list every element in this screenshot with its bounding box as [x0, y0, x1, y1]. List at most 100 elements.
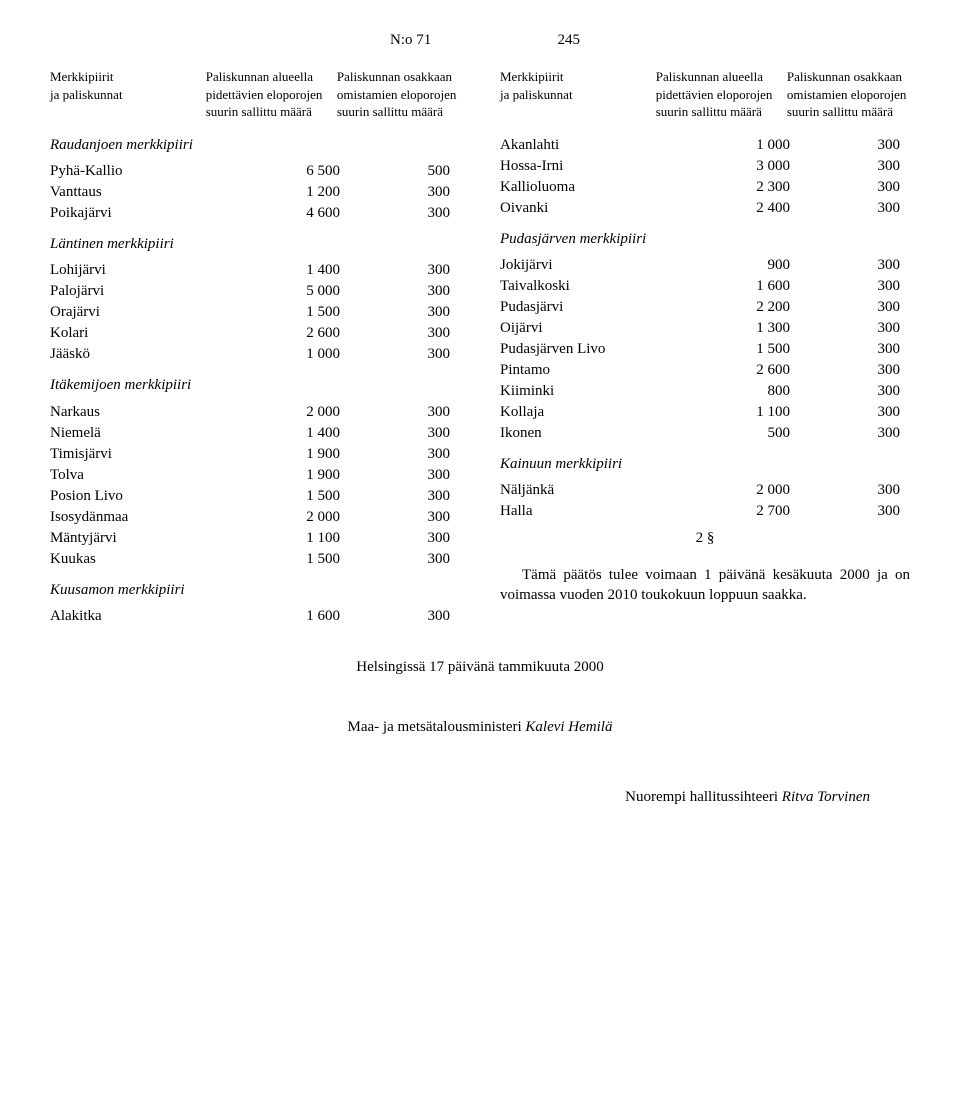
section-title: Itäkemijoen merkkipiiri: [50, 375, 460, 395]
row-name: Isosydänmaa: [50, 507, 280, 528]
row-value-b: 300: [820, 156, 910, 177]
row-value-b: 300: [370, 260, 460, 281]
row-value-b: 300: [370, 203, 460, 224]
table-row: Timisjärvi1 900300: [50, 444, 460, 465]
row-name: Kuukas: [50, 549, 280, 570]
colhead-3: Paliskunnan osakkaan omistamien eloporoj…: [337, 68, 460, 121]
table-row: Kollaja1 100300: [500, 402, 910, 423]
row-value-b: 300: [370, 423, 460, 444]
row-value-a: 2 400: [730, 198, 820, 219]
row-value-a: 3 000: [730, 156, 820, 177]
section-title: Kuusamon merkkipiiri: [50, 580, 460, 600]
row-value-b: 300: [820, 177, 910, 198]
row-value-b: 300: [370, 486, 460, 507]
row-value-b: 300: [820, 480, 910, 501]
table-row: Oivanki2 400300: [500, 198, 910, 219]
minister-name: Kalevi Hemilä: [525, 719, 612, 735]
row-value-b: 300: [370, 182, 460, 203]
table-row: Pudasjärvi2 200300: [500, 297, 910, 318]
row-value-b: 300: [370, 444, 460, 465]
row-value-a: 2 000: [280, 402, 370, 423]
row-value-a: 1 100: [730, 402, 820, 423]
secretary-signature: Nuorempi hallitussihteeri Ritva Torvinen: [50, 787, 910, 807]
row-name: Pudasjärvi: [500, 297, 730, 318]
table-row: Ikonen500300: [500, 423, 910, 444]
row-value-b: 300: [820, 339, 910, 360]
row-name: Akanlahti: [500, 135, 730, 156]
column-header-right: Merkkipiirit ja paliskunnat Paliskunnan …: [500, 68, 910, 121]
row-value-a: 2 600: [280, 323, 370, 344]
row-value-b: 300: [370, 528, 460, 549]
row-name: Halla: [500, 501, 730, 522]
row-value-b: 300: [370, 465, 460, 486]
table-row: Jääskö1 000300: [50, 344, 460, 365]
row-value-a: 500: [730, 423, 820, 444]
row-value-b: 300: [820, 318, 910, 339]
row-value-b: 300: [820, 198, 910, 219]
table-row: Lohijärvi1 400300: [50, 260, 460, 281]
row-value-a: 1 500: [280, 549, 370, 570]
table-row: Isosydänmaa2 000300: [50, 507, 460, 528]
table-row: Vanttaus1 200300: [50, 182, 460, 203]
left-column: Merkkipiirit ja paliskunnat Paliskunnan …: [50, 68, 460, 627]
minister-signature: Maa- ja metsätalousministeri Kalevi Hemi…: [50, 717, 910, 737]
row-value-b: 300: [820, 135, 910, 156]
section-number: 2 §: [500, 528, 910, 548]
table-row: Halla2 700300: [500, 501, 910, 522]
table-row: Tolva1 900300: [50, 465, 460, 486]
table-row: Kuukas1 500300: [50, 549, 460, 570]
row-value-a: 1 900: [280, 465, 370, 486]
table-row: Kolari2 600300: [50, 323, 460, 344]
row-value-a: 1 200: [280, 182, 370, 203]
page-number: 245: [558, 30, 581, 50]
row-name: Kallioluoma: [500, 177, 730, 198]
row-name: Poikajärvi: [50, 203, 280, 224]
row-name: Näljänkä: [500, 480, 730, 501]
row-name: Palojärvi: [50, 281, 280, 302]
section-title: Läntinen merkkipiiri: [50, 234, 460, 254]
row-name: Taivalkoski: [500, 276, 730, 297]
row-name: Hossa-Irni: [500, 156, 730, 177]
row-value-b: 300: [820, 297, 910, 318]
row-value-b: 300: [820, 360, 910, 381]
row-name: Vanttaus: [50, 182, 280, 203]
table-row: Posion Livo1 500300: [50, 486, 460, 507]
row-value-b: 300: [370, 344, 460, 365]
row-name: Pudasjärven Livo: [500, 339, 730, 360]
row-value-a: 2 600: [730, 360, 820, 381]
column-header-left: Merkkipiirit ja paliskunnat Paliskunnan …: [50, 68, 460, 121]
row-value-b: 500: [370, 161, 460, 182]
row-value-a: 2 300: [730, 177, 820, 198]
colhead-1: Merkkipiirit ja paliskunnat: [50, 68, 198, 121]
table-row: Akanlahti1 000300: [500, 135, 910, 156]
table-row: Oijärvi1 300300: [500, 318, 910, 339]
row-name: Oijärvi: [500, 318, 730, 339]
table-row: Palojärvi5 000300: [50, 281, 460, 302]
table-row: Hossa-Irni3 000300: [500, 156, 910, 177]
row-value-b: 300: [370, 402, 460, 423]
row-value-a: 4 600: [280, 203, 370, 224]
row-name: Alakitka: [50, 606, 280, 627]
table-row: Jokijärvi900300: [500, 255, 910, 276]
section-title: Kainuun merkkipiiri: [500, 454, 910, 474]
row-value-b: 300: [820, 423, 910, 444]
row-name: Narkaus: [50, 402, 280, 423]
row-name: Jääskö: [50, 344, 280, 365]
row-name: Kollaja: [500, 402, 730, 423]
table-row: Alakitka1 600300: [50, 606, 460, 627]
row-value-b: 300: [370, 323, 460, 344]
colhead-2: Paliskunnan alueella pidettävien eloporo…: [206, 68, 329, 121]
row-value-a: 6 500: [280, 161, 370, 182]
minister-text: Maa- ja metsätalousministeri: [348, 719, 526, 735]
table-row: Näljänkä2 000300: [500, 480, 910, 501]
table-row: Kiiminki800300: [500, 381, 910, 402]
row-value-a: 1 400: [280, 423, 370, 444]
table-row: Pudasjärven Livo1 500300: [500, 339, 910, 360]
section-title: Raudanjoen merkkipiiri: [50, 135, 460, 155]
row-value-a: 1 600: [730, 276, 820, 297]
row-name: Kiiminki: [500, 381, 730, 402]
row-value-a: 1 500: [730, 339, 820, 360]
row-name: Lohijärvi: [50, 260, 280, 281]
doc-number: N:o 71: [390, 30, 431, 50]
colhead-1: Merkkipiirit ja paliskunnat: [500, 68, 648, 121]
